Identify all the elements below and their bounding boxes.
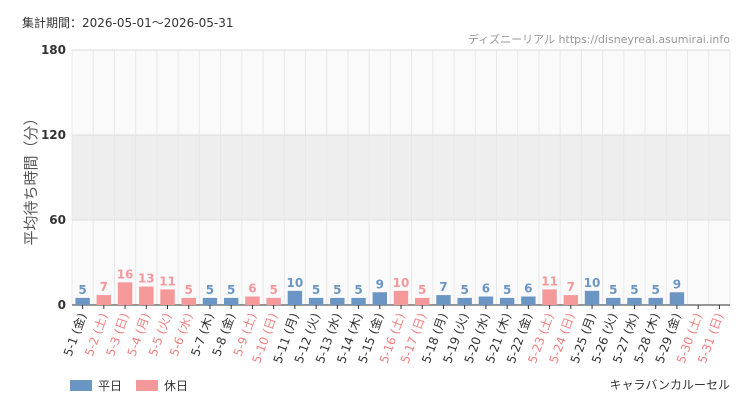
y-axis-label: 平均待ち時間（分） [22, 110, 40, 245]
bar [669, 292, 685, 305]
bar [75, 297, 90, 305]
y-tick-label: 0 [58, 298, 66, 312]
value-label: 5 [652, 283, 660, 297]
source: ディズニーリアル https://disneyreal.asumirai.inf… [468, 32, 730, 46]
bar [415, 297, 430, 305]
legend-label: 休日 [164, 379, 188, 393]
value-label: 5 [609, 283, 617, 297]
bar [457, 297, 472, 305]
value-label: 5 [418, 283, 426, 297]
value-label: 9 [673, 277, 681, 291]
y-tick-label: 180 [41, 43, 66, 57]
value-label: 10 [287, 276, 304, 290]
bar [499, 297, 515, 305]
value-label: 10 [393, 276, 410, 290]
value-label: 11 [541, 274, 558, 288]
value-label: 5 [354, 283, 362, 297]
bar [181, 297, 196, 305]
bar [351, 297, 366, 305]
bar [436, 295, 451, 305]
value-label: 5 [185, 283, 193, 297]
value-label: 6 [482, 282, 490, 296]
bar [648, 297, 663, 305]
value-label: 5 [206, 283, 214, 297]
value-label: 11 [159, 274, 176, 288]
value-label: 6 [248, 282, 256, 296]
bar [563, 295, 579, 305]
value-label: 5 [312, 283, 320, 297]
value-label: 16 [117, 267, 134, 281]
value-label: 5 [503, 283, 511, 297]
value-label: 5 [269, 283, 277, 297]
bar [584, 290, 600, 305]
bar [139, 286, 154, 305]
bar [245, 296, 260, 305]
value-label: 5 [227, 283, 235, 297]
value-label: 6 [524, 282, 532, 296]
bar [308, 297, 324, 305]
value-label: 5 [630, 283, 638, 297]
chart-title: 集計期間：2026-05-01～2026-05-31 [22, 15, 233, 30]
value-label: 7 [100, 280, 108, 294]
y-tick-label: 120 [41, 128, 66, 142]
legend-swatch [136, 380, 158, 391]
bar [542, 289, 557, 305]
bar [117, 282, 133, 305]
legend-label: 平日 [98, 379, 122, 393]
bar [521, 296, 536, 305]
value-label: 13 [138, 272, 155, 286]
bar [330, 297, 345, 305]
caption: キャラバンカルーセル [610, 378, 730, 392]
shaded-band [72, 135, 730, 220]
bar [372, 292, 387, 305]
bar [287, 290, 303, 305]
bar [606, 297, 621, 305]
value-label: 9 [376, 277, 384, 291]
y-tick-label: 60 [49, 213, 66, 227]
value-label: 5 [460, 283, 468, 297]
value-label: 5 [78, 283, 86, 297]
bar [393, 290, 409, 305]
legend-swatch [70, 380, 92, 391]
value-label: 5 [333, 283, 341, 297]
value-label: 7 [439, 280, 447, 294]
bar [478, 296, 494, 305]
bar [160, 289, 175, 305]
bar [266, 297, 281, 305]
bar [223, 297, 239, 305]
bar [96, 295, 112, 305]
value-label: 10 [584, 276, 601, 290]
value-label: 7 [567, 280, 575, 294]
bar [627, 297, 642, 305]
bar [202, 297, 218, 305]
